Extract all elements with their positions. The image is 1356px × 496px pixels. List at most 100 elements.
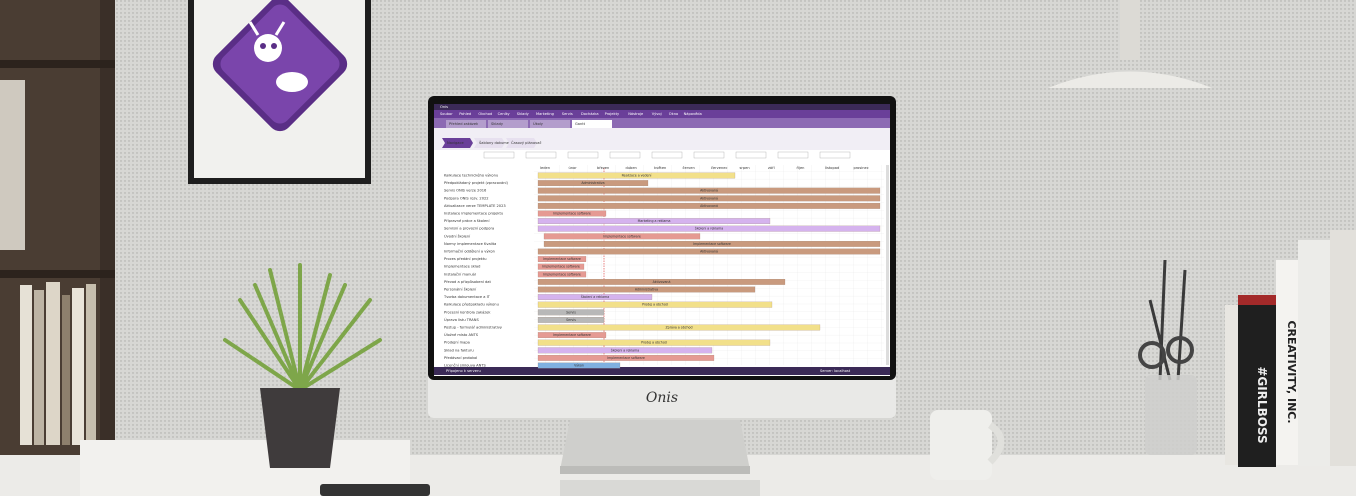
filter-select[interactable] [819, 151, 851, 159]
month-label: listopad [825, 166, 839, 170]
filter-select[interactable] [567, 151, 599, 159]
gantt-bar[interactable] [537, 203, 881, 209]
gantt-bar[interactable] [537, 225, 881, 232]
month-label: říjen [797, 166, 805, 170]
gantt-bar[interactable] [537, 324, 821, 331]
gantt-bar-label: Administrativa [581, 181, 604, 185]
gantt-bar[interactable] [537, 172, 736, 179]
task-label: Servis ONIS verze 2016 [444, 189, 487, 193]
gantt-bar-label: Marketing a reklama [638, 219, 671, 223]
task-label: Předávací protokol [444, 356, 477, 360]
gantt-bar[interactable] [537, 347, 713, 354]
gantt-bar[interactable] [537, 248, 881, 255]
book-title: #GIRLBOSS [1255, 366, 1269, 443]
gantt-bar[interactable] [537, 286, 756, 293]
gantt-bar[interactable] [537, 339, 771, 346]
gantt-bar-label: Aktivovaná [700, 204, 718, 208]
tab[interactable] [572, 120, 612, 128]
month-label: březen [597, 166, 609, 170]
menu-item[interactable]: Vývoj [652, 112, 662, 116]
breadcrumb-label[interactable]: Časový plánovač [511, 140, 541, 145]
gantt-bar[interactable] [537, 294, 653, 300]
poster [188, 0, 371, 184]
tab-label[interactable]: Úkoly [533, 121, 544, 126]
gantt-bar-label: Implementace software [553, 333, 591, 337]
task-label: Kalkulace technického výkonu [444, 174, 498, 178]
gantt-bar[interactable] [537, 187, 881, 194]
mug [930, 410, 1005, 480]
tab[interactable] [488, 120, 528, 128]
gantt-bar-label: Implementace software [542, 265, 580, 269]
filter-select[interactable] [525, 151, 557, 159]
gantt-bar-label: Implementace software [543, 272, 581, 276]
menu-item[interactable]: Servis [562, 112, 573, 116]
menu-item[interactable]: Nástroje [628, 112, 644, 116]
lamp [1048, 71, 1212, 88]
filter-select[interactable] [609, 151, 641, 159]
gantt-bar[interactable] [537, 362, 621, 369]
app-window: Onis Soubor Pohled Obchod Ceníky Sklady Marke… [434, 104, 890, 376]
tab[interactable] [530, 120, 570, 128]
tab-label[interactable]: Gantt [575, 122, 586, 126]
month-label: únor [569, 166, 578, 170]
pen-holder [1138, 259, 1197, 455]
gantt-bar[interactable] [537, 332, 607, 338]
gantt-bar-label: Implementace software [603, 234, 641, 238]
menu-item[interactable]: Ceníky [498, 112, 511, 116]
task-label: Prodejní mapa [444, 341, 470, 345]
menu-item[interactable]: Nápověda [684, 112, 702, 116]
gantt-bar[interactable] [537, 263, 585, 270]
gantt-bar[interactable] [537, 309, 605, 316]
gantt-bar[interactable] [537, 317, 605, 323]
gantt-bar[interactable] [537, 180, 649, 187]
menu-item[interactable]: Okno [669, 112, 678, 116]
gantt-bar[interactable] [537, 218, 771, 225]
filter-select[interactable] [735, 151, 767, 159]
month-label: duben [626, 166, 637, 170]
menu-item[interactable]: Pohled [459, 112, 471, 116]
task-label: Licenční smlouva ANTS [444, 364, 487, 368]
month-label: leden [540, 166, 550, 170]
gantt-bar[interactable] [537, 195, 881, 202]
month-label: červen [683, 166, 695, 170]
gantt-bar[interactable] [537, 256, 587, 262]
breadcrumb-label[interactable]: Šablony dokumentů [479, 140, 515, 145]
task-label: Normy implementace Kvalita [444, 242, 496, 246]
menu-item[interactable]: Docházka [581, 112, 599, 116]
breadcrumb-label[interactable]: Navigace [447, 141, 464, 145]
menu-item[interactable]: Sklady [517, 112, 530, 116]
gantt-bar-label: Školení a reklama [581, 294, 609, 299]
tab[interactable] [446, 120, 486, 128]
filter-select[interactable] [483, 151, 515, 159]
gantt-bar-label: Prodej a obchod [641, 341, 667, 345]
task-label: Informační oddělení a výkon [444, 250, 495, 254]
gantt-bar[interactable] [537, 279, 786, 285]
gantt-bar[interactable] [537, 210, 607, 217]
menu-item[interactable]: Soubor [440, 112, 453, 116]
menu-item[interactable]: Projekty [605, 112, 620, 116]
task-label: Implementace sklad [444, 265, 480, 269]
task-label: Podpora ONIS rozv. 2022 [444, 196, 489, 200]
breadcrumb-step [442, 138, 473, 148]
task-label: Kalkulace předpokladu výkonu [444, 303, 499, 307]
tab-label[interactable]: Přehled zakázek [449, 122, 479, 126]
month-label: září [768, 166, 776, 170]
menu-item[interactable]: Obchod [478, 112, 492, 116]
version-text: Server: localhost [820, 369, 851, 373]
gantt-bar-label: Aktivovaná [653, 280, 671, 284]
gantt-bar[interactable] [537, 355, 715, 361]
gantt-bar[interactable] [537, 271, 587, 278]
filter-select[interactable] [693, 151, 725, 159]
gantt-bar-label: Implementace software [607, 356, 645, 360]
tab-label[interactable]: Sklady [491, 122, 504, 126]
gantt-bar[interactable] [543, 241, 881, 247]
task-label: Úprava listu TRANS [444, 317, 479, 322]
menu-item[interactable]: Marketing [536, 112, 554, 116]
gantt-bar[interactable] [543, 233, 701, 240]
filter-select[interactable] [777, 151, 809, 159]
filter-select[interactable] [651, 151, 683, 159]
gantt-bar[interactable] [537, 301, 773, 308]
plant [223, 263, 382, 468]
